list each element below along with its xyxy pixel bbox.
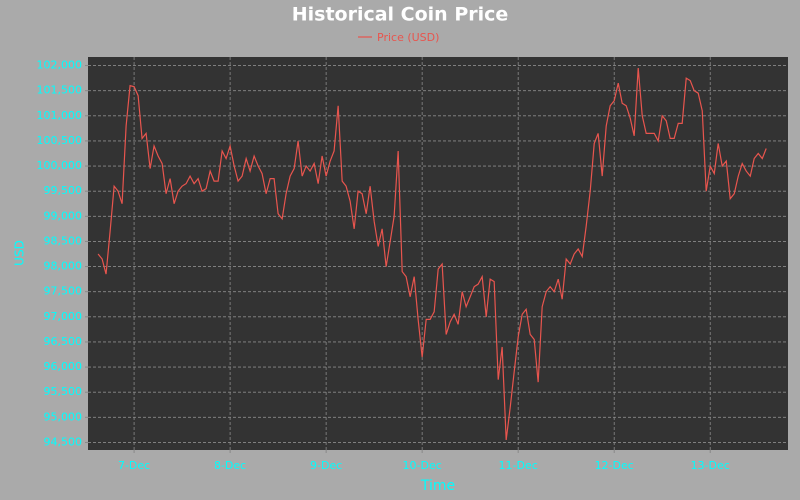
x-tick-label: 8-Dec [214, 459, 246, 472]
y-tick-label: 102,000 [37, 59, 83, 72]
y-tick-label: 96,500 [44, 335, 83, 348]
x-tick-label: 7-Dec [118, 459, 150, 472]
price-line [97, 68, 767, 441]
y-tick-label: 99,500 [44, 184, 83, 197]
y-tick-label: 100,000 [37, 159, 83, 172]
x-tick-label: 9-Dec [310, 459, 342, 472]
y-axis-label: USD [13, 240, 27, 266]
y-tick-label: 98,500 [44, 234, 83, 247]
legend-label: Price (USD) [377, 31, 439, 44]
y-tick-label: 100,500 [37, 134, 83, 147]
y-tick-label: 97,500 [44, 285, 83, 298]
y-tick-label: 101,000 [37, 109, 83, 122]
y-tick-label: 95,500 [44, 385, 83, 398]
y-tick-label: 95,000 [44, 410, 83, 423]
y-tick-label: 94,500 [44, 435, 83, 448]
chart-title: Historical Coin Price [292, 4, 509, 26]
x-tick-label: 12-Dec [595, 459, 634, 472]
y-tick-label: 96,000 [44, 360, 83, 373]
x-tick-label: 10-Dec [403, 459, 442, 472]
y-tick-label: 98,000 [44, 260, 83, 273]
y-tick-label: 97,000 [44, 310, 83, 323]
y-tick-label: 99,000 [44, 209, 83, 222]
plot-area [88, 57, 788, 450]
x-tick-label: 11-Dec [499, 459, 538, 472]
x-tick-label: 13-Dec [691, 459, 730, 472]
x-axis-label: Time [420, 478, 455, 494]
y-tick-label: 101,500 [37, 84, 83, 97]
